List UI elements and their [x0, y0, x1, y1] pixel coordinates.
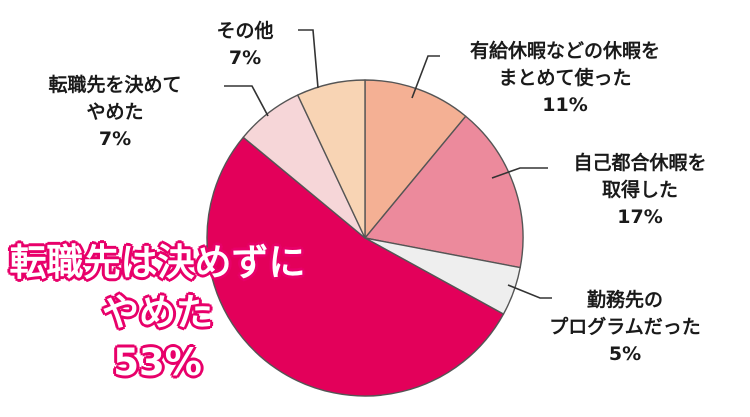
- label-other-line-1: その他: [216, 20, 274, 42]
- label-self-leave-line-2: 取得した: [601, 179, 678, 201]
- label-quit-without-job-value: 53%: [113, 341, 202, 384]
- label-employer-program-line-1: 勤務先の: [586, 289, 663, 311]
- label-self-leave-value: 17%: [617, 206, 663, 228]
- label-paid-leave-value: 11%: [542, 94, 588, 116]
- slice-quit-without-job: [206, 136, 505, 397]
- label-employer-program-line-2: プログラムだった: [549, 316, 701, 338]
- leader-paid-leave: [411, 55, 440, 99]
- leader-employer-program: [507, 284, 552, 299]
- slice-self-leave: [364, 115, 524, 269]
- label-other-value: 7%: [228, 47, 262, 69]
- label-employer-program-value: 5%: [608, 343, 642, 365]
- label-quit-with-job: 転職先を決めて やめた 7%: [5, 72, 225, 153]
- leader-quit-with-job: [224, 85, 269, 117]
- label-paid-leave-line-1: 有給休暇などの休暇を: [469, 40, 660, 62]
- leader-self-leave: [491, 167, 548, 179]
- label-other: その他 7%: [195, 18, 295, 72]
- label-paid-leave: 有給休暇などの休暇を まとめて使った 11%: [420, 38, 710, 119]
- label-employer-program: 勤務先の プログラムだった 5%: [525, 287, 725, 368]
- label-quit-without-job: 転職先は決めずに やめた 53%: [0, 238, 315, 388]
- label-self-leave-line-1: 自己都合休暇を: [573, 152, 707, 174]
- label-paid-leave-line-2: まとめて使った: [498, 67, 632, 89]
- label-quit-without-job-line-2: やめた: [102, 291, 213, 334]
- label-quit-with-job-line-1: 転職先を決めて: [48, 74, 182, 96]
- slice-other: [297, 79, 366, 239]
- label-quit-with-job-value: 7%: [98, 128, 132, 150]
- slice-paid-leave: [364, 79, 467, 239]
- label-quit-with-job-line-2: やめた: [86, 101, 144, 123]
- leader-other: [298, 29, 319, 89]
- label-self-leave: 自己都合休暇を 取得した 17%: [540, 150, 740, 231]
- label-quit-without-job-line-1: 転職先は決めずに: [9, 241, 306, 284]
